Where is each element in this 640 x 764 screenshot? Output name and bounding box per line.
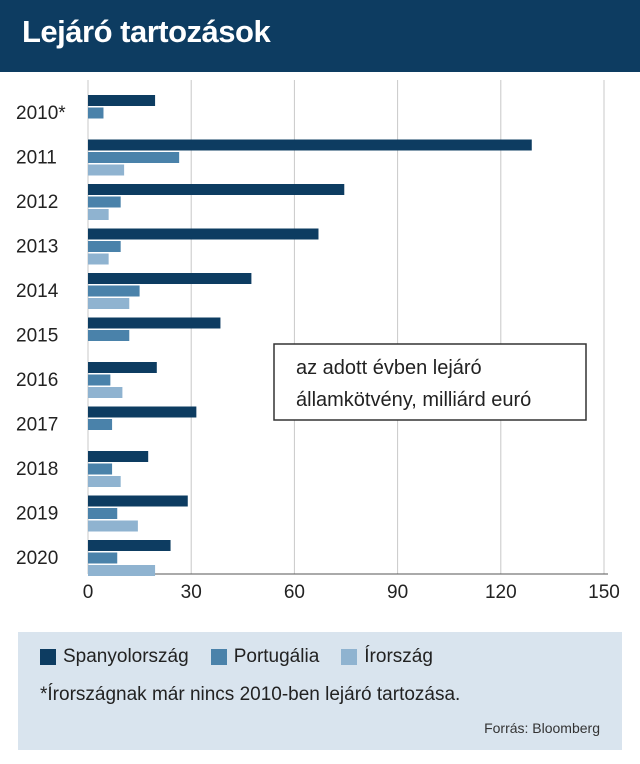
bar-rorsz-g-2016 — [88, 387, 123, 398]
legend-label: Portugália — [233, 646, 320, 667]
bar-portug-lia-2014 — [88, 285, 140, 297]
bar-portug-lia-2011 — [88, 152, 180, 163]
bar-portug-lia-2013 — [88, 241, 121, 252]
category-label: 2018 — [16, 459, 58, 480]
bar-spanyolorsz-g-2015 — [88, 317, 221, 329]
bar-rorsz-g-2011 — [88, 164, 125, 176]
bar-spanyolorsz-g-2013 — [88, 228, 319, 240]
bar-portug-lia-2016 — [88, 374, 111, 386]
bar-portug-lia-2015 — [88, 330, 130, 341]
legend-item-portug-lia: Portugália — [210, 646, 320, 668]
category-labels: 2010* 2011 2012 2013 2014 2015 2016 2017 2018 201… — [16, 103, 66, 569]
annotation-line-1: az adott évben lejáró — [296, 357, 482, 379]
legend-swatch — [341, 649, 358, 665]
legend: Spanyolország Portugália Írország — [40, 646, 455, 668]
bar-spanyolorsz-g-2019 — [88, 495, 188, 507]
legend-box: Spanyolország Portugália Írország *Írorszá… — [18, 632, 622, 750]
x-tick-label: 150 — [588, 582, 620, 603]
category-label: 2013 — [16, 237, 58, 258]
bar-portug-lia-2018 — [88, 463, 113, 475]
category-label: 2014 — [16, 281, 59, 302]
bar-spanyolorsz-g-2012 — [88, 184, 345, 195]
x-tick-label: 30 — [181, 582, 202, 603]
category-label: 2012 — [16, 192, 58, 213]
x-tick-label: 90 — [387, 582, 408, 603]
bar-portug-lia-2019 — [88, 508, 118, 519]
footnote: *Írországnak már nincs 2010-ben lejáró t… — [40, 684, 461, 705]
bar-rorsz-g-2014 — [88, 298, 130, 309]
gridlines — [87, 80, 608, 575]
legend-swatch — [210, 649, 227, 665]
bar-spanyolorsz-g-2018 — [88, 451, 149, 462]
bar-spanyolorsz-g-2016 — [88, 362, 157, 373]
bar-spanyolorsz-g-2011 — [88, 139, 532, 151]
bar-spanyolorsz-g-2010 — [88, 95, 156, 106]
bar-rorsz-g-2018 — [88, 476, 121, 487]
bar-spanyolorsz-g-2020 — [88, 540, 171, 551]
bars — [88, 95, 532, 576]
x-tick-label: 60 — [284, 582, 305, 603]
bar-portug-lia-2012 — [88, 196, 121, 208]
category-label: 2015 — [16, 326, 58, 347]
legend-item-rorsz-g: Írország — [341, 646, 433, 668]
bar-rorsz-g-2013 — [88, 253, 109, 265]
bar-chart: 2010* 2011 2012 2013 2014 2015 2016 2017 2018 201… — [16, 80, 620, 603]
legend-label: Írország — [364, 646, 433, 667]
x-tick-label: 120 — [485, 582, 517, 603]
legend-label: Spanyolország — [63, 646, 189, 667]
x-tick-labels: 0 30 60 90 120 150 — [83, 582, 620, 603]
legend-swatch — [40, 649, 56, 665]
category-label: 2017 — [16, 415, 58, 436]
chart-title: Lejáró tartozások — [22, 14, 271, 49]
bar-portug-lia-2010 — [88, 107, 104, 119]
bar-spanyolorsz-g-2017 — [88, 406, 197, 418]
bar-rorsz-g-2012 — [88, 209, 109, 220]
category-label: 2016 — [16, 370, 58, 391]
annotation-line-2: államkötvény, milliárd euró — [296, 389, 531, 411]
bar-spanyolorsz-g-2014 — [88, 273, 252, 284]
x-tick-label: 0 — [83, 582, 94, 603]
bar-rorsz-g-2020 — [88, 565, 156, 576]
category-label: 2019 — [16, 504, 58, 525]
category-label: 2011 — [16, 148, 57, 169]
annotation-box: az adott évben lejáró államkötvény, mill… — [273, 343, 587, 421]
header: Lejáró tartozások — [0, 0, 640, 72]
bar-rorsz-g-2019 — [88, 520, 138, 532]
category-label: 2020 — [16, 548, 58, 569]
category-label: 2010* — [16, 103, 66, 124]
bar-portug-lia-2020 — [88, 552, 118, 564]
legend-item-spanyolorsz-g: Spanyolország — [40, 646, 189, 668]
bar-portug-lia-2017 — [88, 419, 113, 430]
source-note: Forrás: Bloomberg — [484, 720, 600, 736]
